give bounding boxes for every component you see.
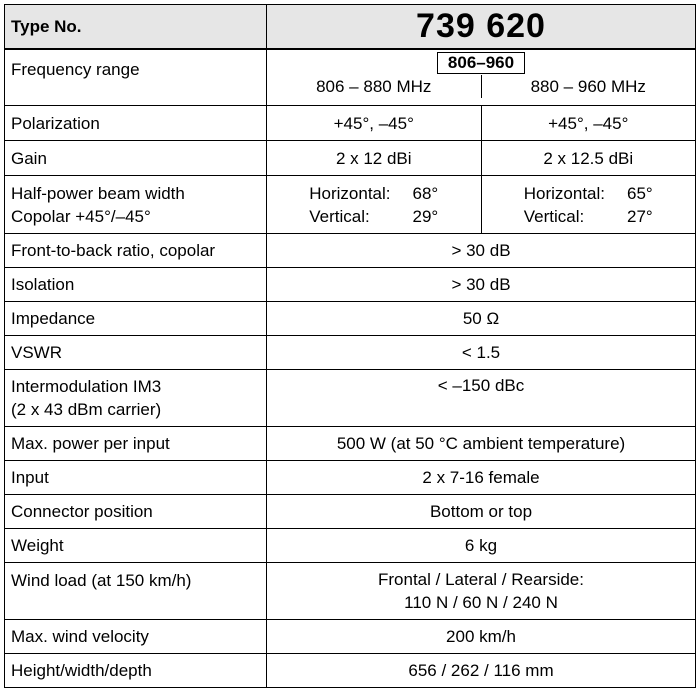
- vswr-row: VSWR < 1.5: [4, 335, 696, 370]
- header-row: Type No. 739 620: [4, 4, 696, 50]
- dimensions-label: Height/width/depth: [4, 653, 267, 688]
- polarization-row: Polarization +45°, –45° +45°, –45°: [4, 105, 696, 141]
- type-label: Type No.: [4, 4, 267, 50]
- windload-row: Wind load (at 150 km/h) Frontal / Latera…: [4, 562, 696, 620]
- wind-velocity-value: 200 km/h: [266, 619, 696, 654]
- dimensions-value: 656 / 262 / 116 mm: [266, 653, 696, 688]
- intermod-value: < –150 dBc: [266, 369, 696, 427]
- front-to-back-row: Front-to-back ratio, copolar > 30 dB: [4, 233, 696, 268]
- vswr-label: VSWR: [4, 335, 267, 370]
- beamwidth-right: Horizontal: 65° Vertical: 27°: [524, 182, 653, 228]
- intermod-label-line2: (2 x 43 dBm carrier): [11, 400, 162, 419]
- dimensions-row: Height/width/depth 656 / 262 / 116 mm: [4, 653, 696, 688]
- beamwidth-right-v-label: Vertical:: [523, 206, 585, 226]
- frequency-band-box: 806–960: [436, 51, 526, 74]
- impedance-label: Impedance: [4, 301, 267, 336]
- frequency-row: Frequency range 806–960 806 – 880 MHz 88…: [4, 48, 696, 106]
- windload-value-line2: 110 N / 60 N / 240 N: [404, 593, 558, 612]
- isolation-row: Isolation > 30 dB: [4, 267, 696, 302]
- max-power-row: Max. power per input 500 W (at 50 °C amb…: [4, 426, 696, 461]
- type-number: 739 620: [266, 4, 696, 50]
- gain-label: Gain: [4, 140, 267, 176]
- max-power-label: Max. power per input: [4, 426, 267, 461]
- intermod-label: Intermodulation IM3 (2 x 43 dBm carrier): [4, 369, 267, 427]
- polarization-label: Polarization: [4, 105, 267, 141]
- isolation-label: Isolation: [4, 267, 267, 302]
- beamwidth-label: Half-power beam width Copolar +45°/–45°: [4, 175, 267, 234]
- impedance-row: Impedance 50 Ω: [4, 301, 696, 336]
- connector-row: Connector position Bottom or top: [4, 494, 696, 529]
- connector-value: Bottom or top: [266, 494, 696, 529]
- gain-right: 2 x 12.5 dBi: [543, 148, 634, 168]
- input-value: 2 x 7-16 female: [266, 460, 696, 495]
- beamwidth-row: Half-power beam width Copolar +45°/–45° …: [4, 175, 696, 234]
- gain-row: Gain 2 x 12 dBi 2 x 12.5 dBi: [4, 140, 696, 176]
- vswr-value: < 1.5: [266, 335, 696, 370]
- frequency-value: 806–960 806 – 880 MHz 880 – 960 MHz: [266, 48, 696, 106]
- weight-row: Weight 6 kg: [4, 528, 696, 563]
- spec-table: Type No. 739 620 Frequency range 806–960…: [4, 4, 696, 688]
- weight-value: 6 kg: [266, 528, 696, 563]
- input-label: Input: [4, 460, 267, 495]
- max-power-value: 500 W (at 50 °C ambient temperature): [266, 426, 696, 461]
- beamwidth-label-line2: Copolar +45°/–45°: [11, 206, 151, 226]
- windload-value: Frontal / Lateral / Rearside: 110 N / 60…: [266, 562, 696, 620]
- windload-label: Wind load (at 150 km/h): [4, 562, 267, 620]
- windload-value-line1: Frontal / Lateral / Rearside:: [378, 570, 584, 589]
- front-to-back-value: > 30 dB: [266, 233, 696, 268]
- beamwidth-label-line1: Half-power beam width: [11, 183, 185, 203]
- frequency-sub-left: 806 – 880 MHz: [267, 74, 482, 98]
- front-to-back-label: Front-to-back ratio, copolar: [4, 233, 267, 268]
- polarization-right: +45°, –45°: [548, 113, 629, 133]
- wind-velocity-row: Max. wind velocity 200 km/h: [4, 619, 696, 654]
- beamwidth-right-v-value: 27°: [627, 206, 653, 226]
- frequency-sub-right: 880 – 960 MHz: [530, 76, 646, 96]
- polarization-left: +45°, –45°: [267, 106, 482, 140]
- intermod-label-line1: Intermodulation IM3: [11, 377, 162, 396]
- beamwidth-right-h-label: Horizontal:: [523, 183, 606, 203]
- beamwidth-left-v-label: Vertical:: [309, 206, 370, 226]
- beamwidth-left-h-value: 68°: [412, 183, 439, 203]
- input-row: Input 2 x 7-16 female: [4, 460, 696, 495]
- beamwidth-left: Horizontal: 68° Vertical: 29°: [309, 182, 438, 228]
- wind-velocity-label: Max. wind velocity: [4, 619, 267, 654]
- frequency-label: Frequency range: [4, 48, 267, 106]
- weight-label: Weight: [4, 528, 267, 563]
- gain-left: 2 x 12 dBi: [267, 141, 482, 175]
- beamwidth-right-h-value: 65°: [627, 183, 653, 203]
- beamwidth-left-v-value: 29°: [412, 206, 439, 226]
- connector-label: Connector position: [4, 494, 267, 529]
- impedance-value: 50 Ω: [266, 301, 696, 336]
- beamwidth-left-h-label: Horizontal:: [309, 183, 391, 203]
- isolation-value: > 30 dB: [266, 267, 696, 302]
- intermod-row: Intermodulation IM3 (2 x 43 dBm carrier)…: [4, 369, 696, 427]
